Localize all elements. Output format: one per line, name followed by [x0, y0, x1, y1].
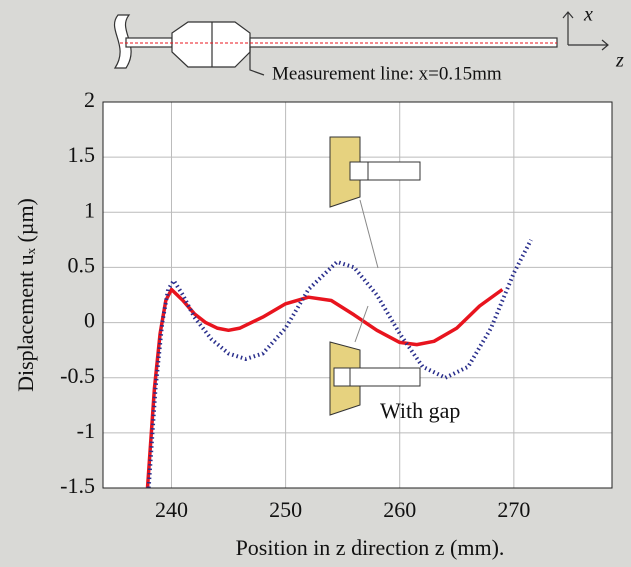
y-axis-label: Displacement uₓ (µm)	[13, 198, 38, 392]
y-tick-label: -1.5	[60, 473, 95, 498]
plot-frame	[102, 101, 613, 489]
x-tick-label: 250	[269, 497, 302, 522]
y-tick-label: -1	[77, 418, 95, 443]
inset-top	[329, 136, 421, 269]
y-tick-label: -0.5	[60, 363, 95, 388]
axis-z-label: z	[615, 50, 624, 72]
schematic	[113, 11, 609, 76]
x-tick-label: 270	[497, 497, 530, 522]
x-axis-label: Position in z direction z (mm).	[236, 535, 505, 560]
lines	[145, 238, 533, 489]
y-tick-label: 1.5	[68, 142, 96, 167]
y-tick-label: 0.5	[68, 252, 96, 277]
x-tick-label: 240	[155, 497, 188, 522]
annotation: With gap	[380, 398, 460, 423]
series-line	[145, 287, 504, 489]
y-tick-label: 0	[84, 308, 95, 333]
measurement-label: Measurement line: x=0.15mm	[272, 63, 502, 84]
inset-bottom	[329, 305, 421, 416]
x-tick-label: 260	[383, 497, 416, 522]
axis-x-label: x	[583, 4, 593, 26]
y-tick-label: 2	[84, 87, 95, 112]
y-tick-label: 1	[84, 197, 95, 222]
